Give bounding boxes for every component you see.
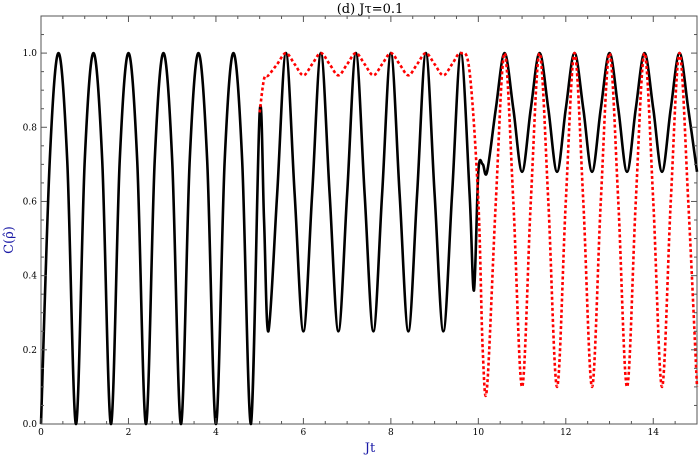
x-tick-label: 2: [126, 428, 132, 438]
series-layer: [39, 51, 699, 426]
y-tick-label: 0.6: [23, 197, 38, 207]
y-tick-label: 0.4: [23, 272, 38, 282]
x-tick-label: 0: [38, 428, 44, 438]
y-tick-label: 0.8: [23, 123, 38, 133]
x-tick-label: 4: [213, 428, 219, 438]
x-tick-label: 10: [473, 428, 485, 438]
chart-title: (d) Jτ=0.1: [337, 2, 404, 17]
series-line-red-dotted: [258, 51, 699, 397]
x-tick-label: 6: [301, 428, 307, 438]
y-axis-label: C(ρ̂): [2, 226, 17, 254]
ticks-layer: 0 2 4 6 8 10 12 14 0.0 0.2 0.4 0.6 0.8 1.0: [23, 15, 698, 438]
series-line-black-solid: [39, 51, 699, 426]
x-axis-label: Jt: [363, 441, 376, 456]
x-tick-label: 14: [648, 428, 660, 438]
y-tick-label: 0.2: [23, 346, 37, 356]
y-tick-label: 0.0: [23, 420, 38, 430]
x-tick-label: 12: [560, 428, 571, 438]
x-tick-label: 8: [388, 428, 394, 438]
y-tick-label: 1.0: [23, 49, 38, 59]
